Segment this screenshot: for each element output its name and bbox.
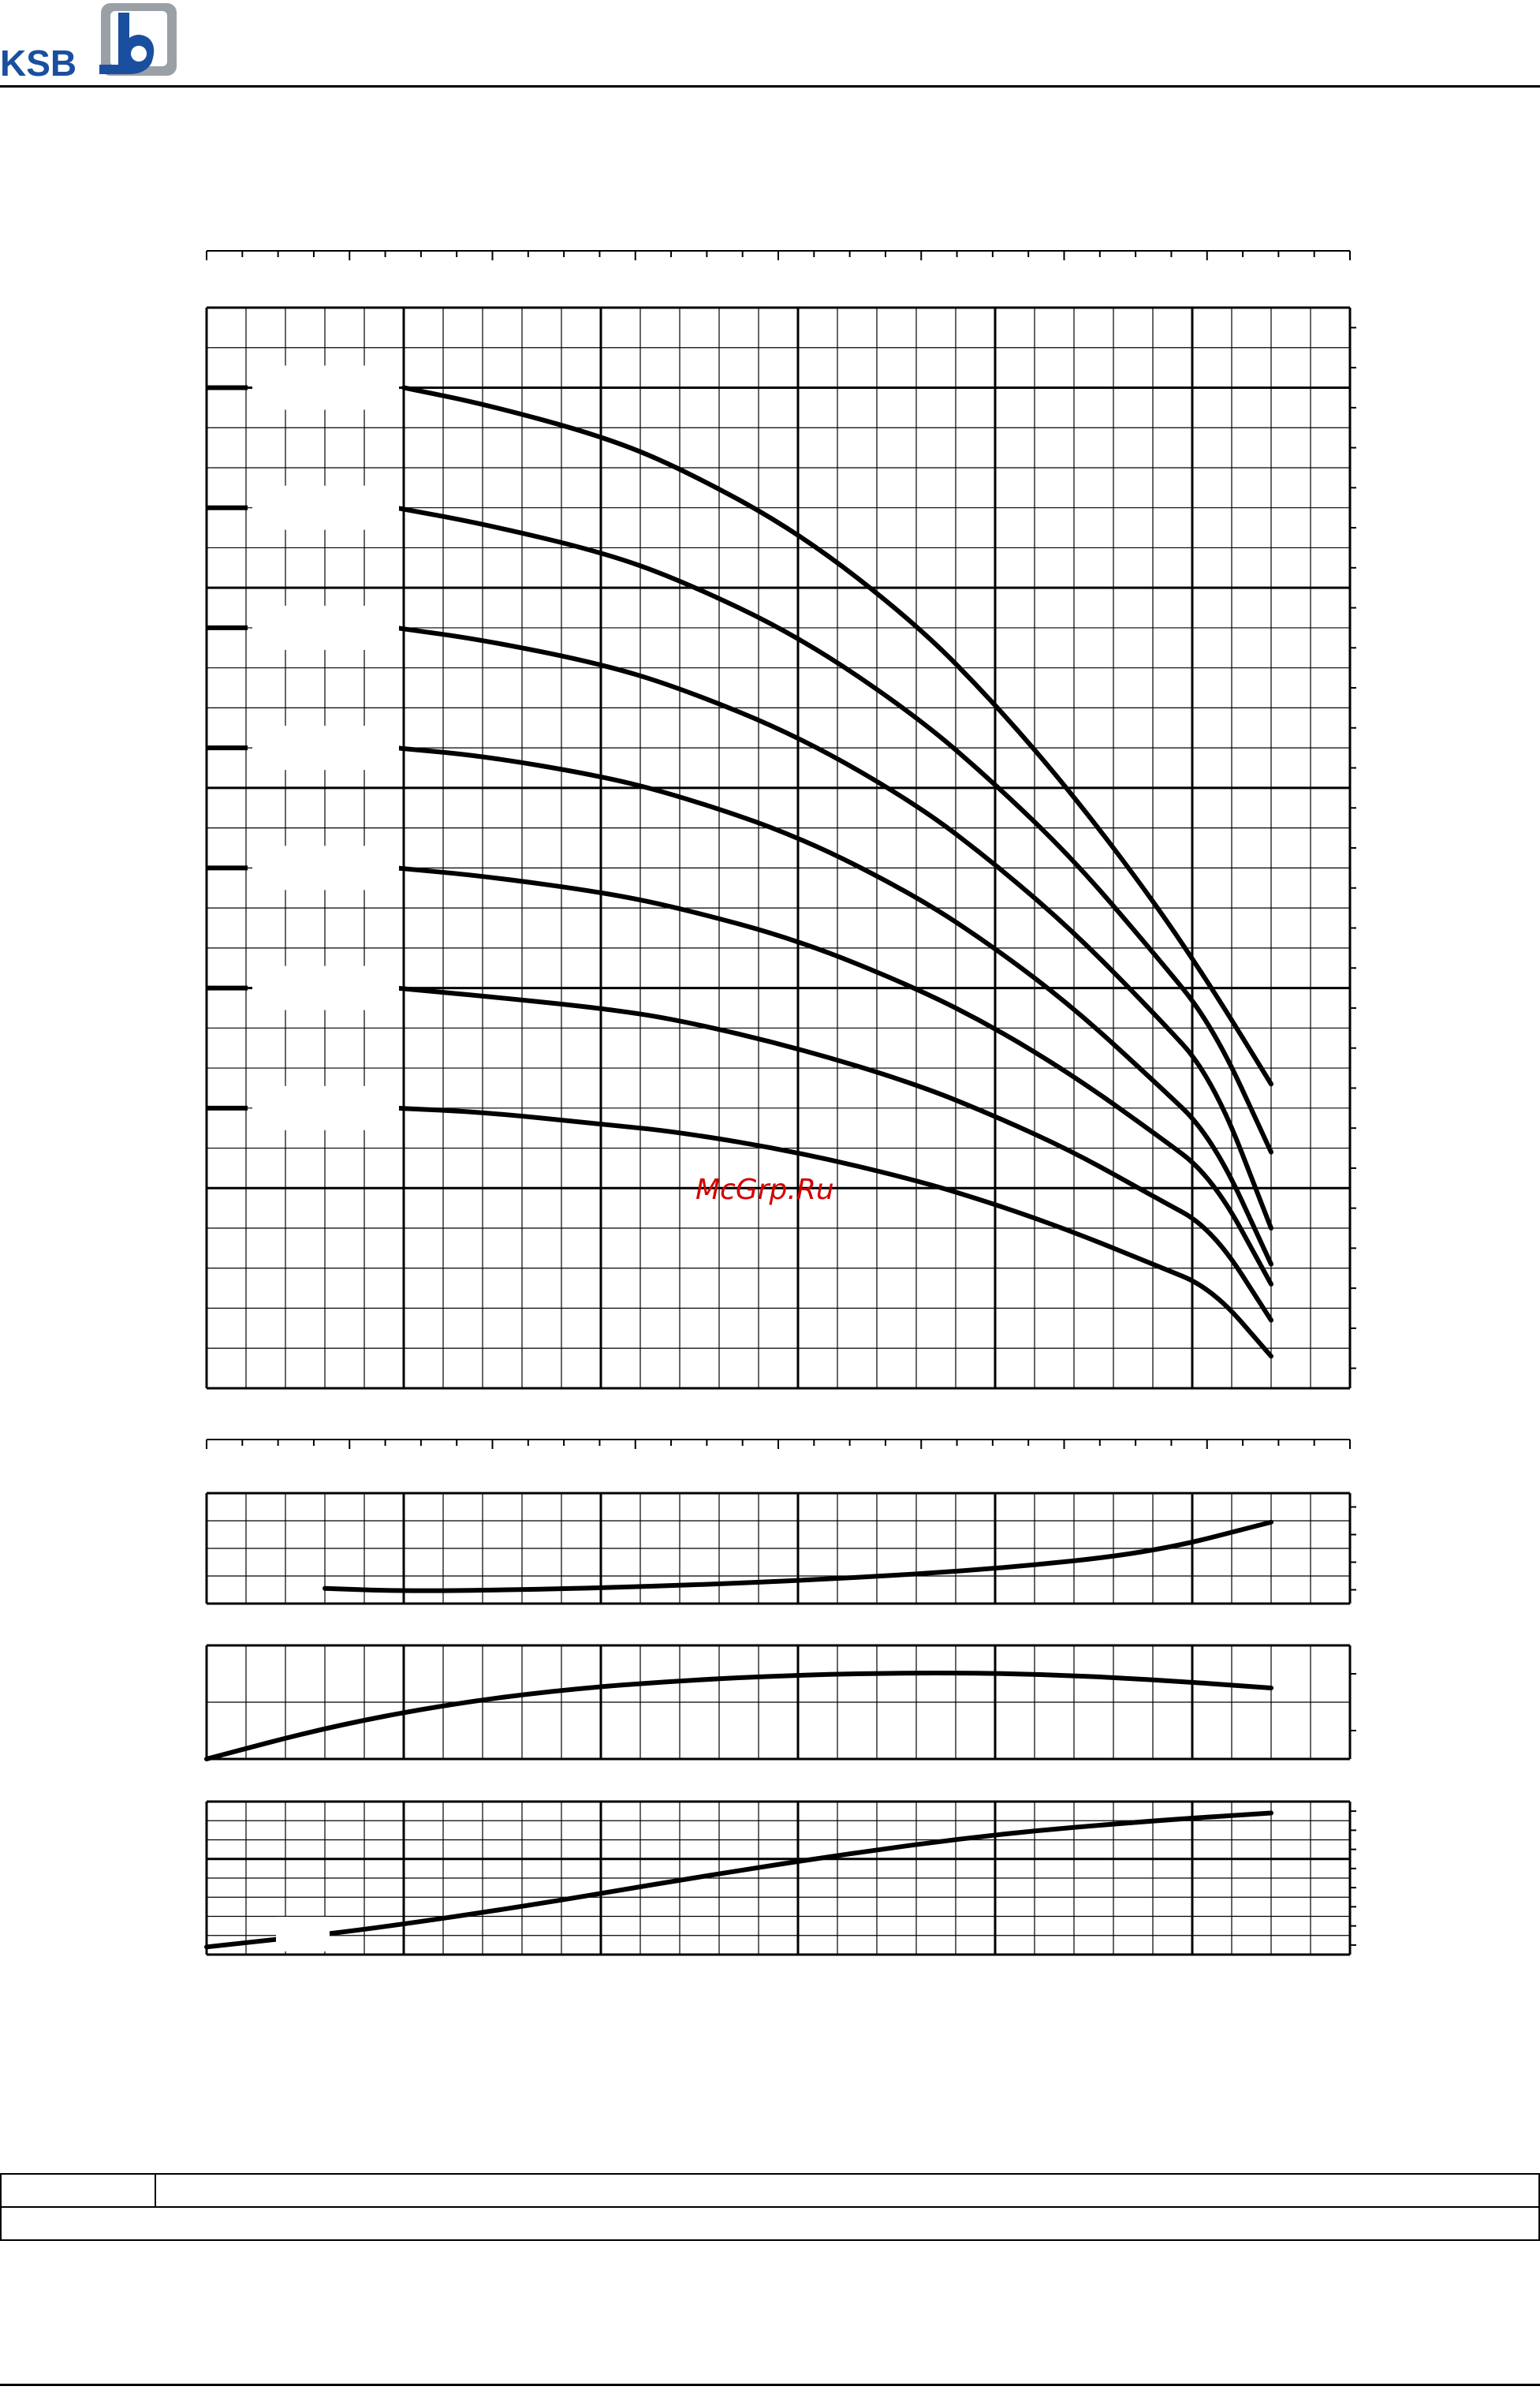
head-curve-6 — [393, 985, 1273, 1323]
header-rule — [0, 85, 1540, 88]
curve-label-box — [252, 365, 399, 410]
curve-label-box — [252, 605, 399, 650]
middle-small-curve-1 — [204, 1671, 1273, 1761]
info-footer-cell — [0, 2206, 1540, 2241]
info-table — [0, 2173, 1540, 2241]
curve-label-box — [276, 1917, 330, 1951]
head-curve-4 — [393, 745, 1273, 1267]
head-curve-3 — [393, 625, 1273, 1231]
watermark: McGrp.Ru — [695, 1174, 834, 1206]
head-curve-1 — [401, 385, 1273, 1087]
brand-wordmark: KSB — [0, 43, 76, 82]
lower-small-curve-1 — [204, 1810, 1273, 1950]
curve-label-box — [252, 965, 399, 1010]
curve-label-box — [252, 1085, 399, 1130]
head-curve-5 — [393, 865, 1273, 1287]
info-label-cell — [0, 2173, 156, 2208]
curve-label-box — [252, 485, 399, 530]
curve-label-box — [252, 846, 399, 891]
upper-small-curve-1 — [323, 1519, 1273, 1593]
ksb-logo: KSB — [0, 0, 189, 84]
info-value-cell — [155, 2173, 1540, 2208]
head-curve-7 — [393, 1105, 1273, 1359]
footer-rule — [0, 2384, 1540, 2386]
curve-label-box — [252, 726, 399, 771]
head-curve-2 — [393, 505, 1273, 1155]
